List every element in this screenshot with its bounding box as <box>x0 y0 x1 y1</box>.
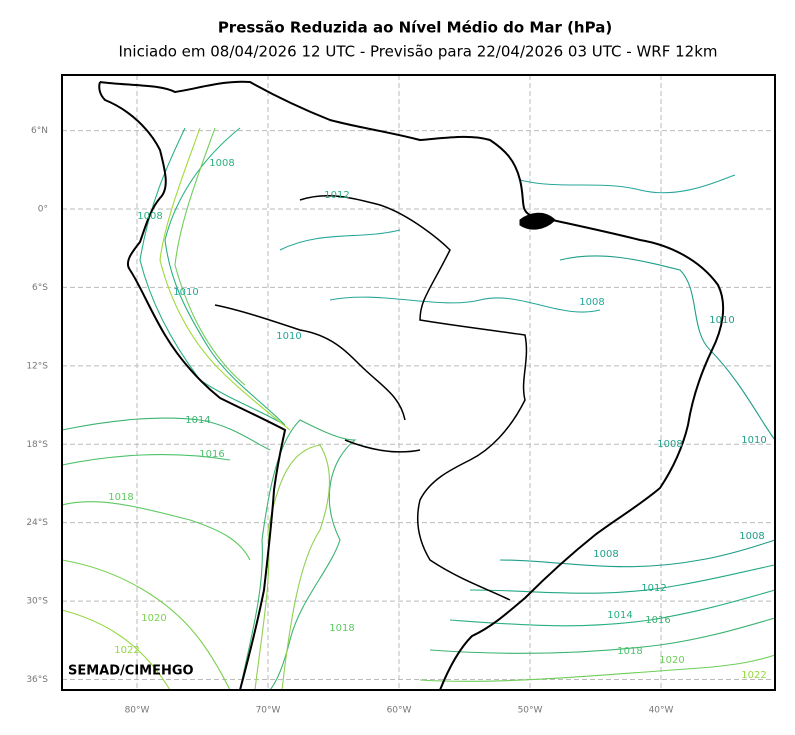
isobar-label: 1018 <box>617 646 642 657</box>
isobar-label: 1018 <box>329 623 354 634</box>
isobar-label: 1008 <box>657 439 682 450</box>
isobar-label: 1022 <box>114 645 139 656</box>
lon-tick-label: 60°W <box>387 706 412 716</box>
lat-tick-label: 6°S <box>32 283 48 293</box>
coastline <box>98 80 725 691</box>
isobar-label: 1008 <box>579 297 604 308</box>
isobar-label: 1020 <box>141 613 166 624</box>
credit: SEMAD/CIMEHGO <box>68 664 194 679</box>
map-subtitle: Iniciado em 08/04/2026 12 UTC - Previsão… <box>118 43 717 61</box>
isobar-label: 1014 <box>185 415 210 426</box>
isobar-label: 1010 <box>741 435 766 446</box>
isobar-label: 1020 <box>659 655 684 666</box>
isobar-label: 1016 <box>645 615 670 626</box>
lat-tick-label: 30°S <box>26 597 48 607</box>
lat-tick-label: 12°S <box>26 361 48 371</box>
lon-tick-label: 80°W <box>125 706 150 716</box>
isobar-label: 1014 <box>607 610 632 621</box>
grid <box>62 75 775 690</box>
isobar-label: 1012 <box>324 190 349 201</box>
lon-tick-label: 40°W <box>649 706 674 716</box>
map-frame <box>61 74 776 691</box>
isobar-label: 1008 <box>739 531 764 542</box>
isobar-label: 1018 <box>108 492 133 503</box>
map-title: Pressão Reduzida ao Nível Médio do Mar (… <box>218 19 612 37</box>
lon-tick-label: 50°W <box>518 706 543 716</box>
lat-tick-label: 18°S <box>26 440 48 450</box>
isobar-label: 1010 <box>173 287 198 298</box>
isobar-label: 1012 <box>641 583 666 594</box>
isobar-label: 1008 <box>209 158 234 169</box>
isobars <box>61 127 776 691</box>
lat-tick-label: 24°S <box>26 518 48 528</box>
isobar-label: 1022 <box>741 670 766 681</box>
isobar-label: 1010 <box>709 315 734 326</box>
lon-tick-label: 70°W <box>256 706 281 716</box>
isobar-label: 1008 <box>593 549 618 560</box>
isobar-label: 1016 <box>199 449 224 460</box>
lat-tick-label: 0° <box>38 205 48 215</box>
lat-tick-label: 36°S <box>26 675 48 685</box>
lat-tick-label: 6°N <box>31 126 48 136</box>
isobar-label: 1010 <box>276 331 301 342</box>
isobar-label: 1008 <box>137 211 162 222</box>
